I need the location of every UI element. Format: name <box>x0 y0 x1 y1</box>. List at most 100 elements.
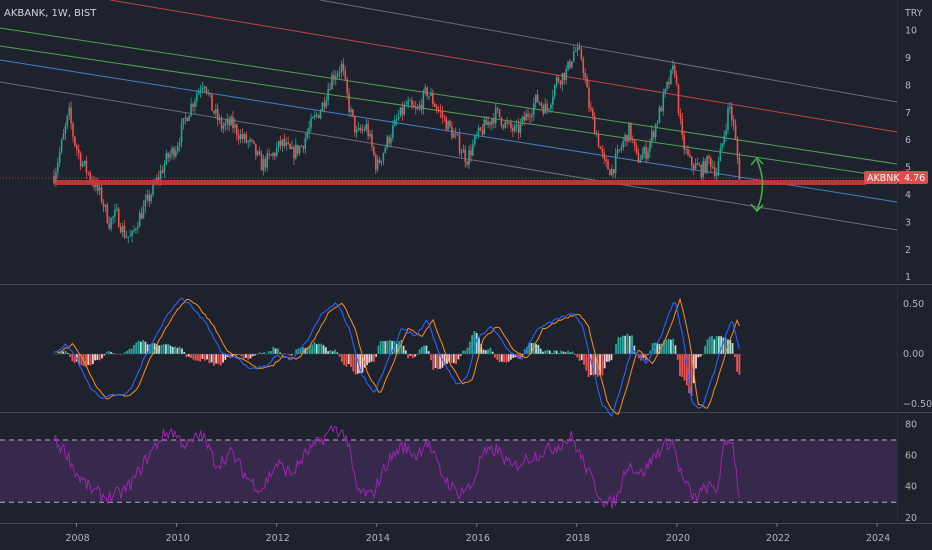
price-axis[interactable]: 1 2 3 4 5 6 7 8 9 10 <box>905 26 917 284</box>
macd-line[interactable] <box>54 297 740 418</box>
macd-histogram-bar <box>213 354 215 366</box>
macd-histogram-bar <box>201 354 204 359</box>
candle-body <box>277 140 280 148</box>
macd-histogram-bar <box>404 350 407 354</box>
macd-signal-line[interactable] <box>53 297 740 415</box>
macd-histogram-bar <box>665 339 668 354</box>
candle-body <box>371 133 373 147</box>
candle-body <box>719 148 722 162</box>
candle-body <box>611 169 613 176</box>
macd-histogram-bar <box>544 350 547 354</box>
candle-body <box>637 152 640 163</box>
candle-body <box>287 142 289 144</box>
candle-body <box>386 136 388 148</box>
candle-body <box>114 210 116 217</box>
symbol-legend[interactable]: AKBANK, 1W, BIST <box>4 8 97 19</box>
macd-histogram-bar <box>418 349 421 354</box>
candle-body <box>393 119 396 126</box>
candle-body <box>176 146 179 152</box>
candle-body <box>534 94 537 104</box>
candle-body <box>243 134 246 140</box>
candle-body <box>527 113 529 117</box>
candle-body <box>180 124 183 143</box>
candle-body <box>546 103 548 110</box>
candle-body <box>624 134 626 142</box>
candle-body <box>333 74 335 80</box>
rsi-tick-label: 80 <box>905 419 917 430</box>
macd-histogram-bar <box>80 354 83 366</box>
channel-line-gray-upper[interactable] <box>319 0 898 103</box>
macd-histogram-bar <box>386 340 389 354</box>
rsi-tick-label: 60 <box>905 451 917 462</box>
last-price-tag[interactable]: AKBNK 4.76 <box>864 171 928 184</box>
channel-line-green-upper[interactable] <box>0 27 898 165</box>
candle-body <box>53 175 55 184</box>
macd-histogram-bar <box>242 354 245 359</box>
macd-histogram-bar <box>194 354 197 361</box>
macd-histogram-bar <box>688 354 691 394</box>
macd-histogram-bar <box>235 354 238 355</box>
regression-channel-lines[interactable] <box>0 0 898 231</box>
macd-axis[interactable]: 0.50 0.00 −0.50 <box>903 299 932 410</box>
channel-line-gray-lower[interactable] <box>0 81 898 231</box>
candle-body <box>98 187 101 191</box>
macd-histogram-bar <box>468 341 471 354</box>
candle-body <box>106 204 109 224</box>
rsi-axis[interactable]: 80 60 40 20 <box>905 419 917 524</box>
candle-body <box>152 183 154 195</box>
candle-body <box>283 139 286 146</box>
candle-body <box>401 107 404 115</box>
rsi-tick-label: 40 <box>905 482 917 493</box>
candle-body <box>603 152 606 160</box>
candle-body <box>553 85 556 97</box>
candle-body <box>532 103 535 115</box>
macd-histogram-bar <box>304 348 307 354</box>
candle-body <box>239 134 242 140</box>
macd-histogram-bar <box>608 354 611 362</box>
candle-body <box>163 164 166 173</box>
macd-histogram-bar <box>637 354 640 359</box>
macd-histogram-bar <box>455 354 458 365</box>
macd-histogram-bar <box>672 338 675 354</box>
macd-histogram-bar <box>708 336 711 354</box>
time-tick-label: 2016 <box>466 533 490 544</box>
candle-body <box>685 149 687 150</box>
macd-histogram-bar <box>706 339 709 354</box>
candle-body <box>266 153 269 168</box>
macd-histogram-bar <box>683 354 686 381</box>
macd-histogram-bar <box>315 344 318 354</box>
candle-body <box>302 146 305 149</box>
macd-histogram-bar <box>137 340 140 354</box>
macd-histogram-bar <box>695 354 697 369</box>
macd-histogram-bar <box>624 335 627 354</box>
macd-histogram-bar <box>423 345 426 354</box>
macd-histogram-bar <box>685 354 688 386</box>
macd-histogram-bar <box>128 348 131 354</box>
support-zone[interactable] <box>56 180 866 185</box>
candle-body <box>418 104 421 109</box>
candle-body <box>454 133 457 135</box>
candle-body <box>116 208 118 211</box>
candle-body <box>658 107 661 123</box>
candle-body <box>138 213 141 227</box>
macd-histogram-bar <box>395 343 398 354</box>
macd-histogram-bar <box>658 343 661 354</box>
macd-histogram-bar <box>146 344 149 354</box>
time-tick-label: 2010 <box>166 533 190 544</box>
channel-line-red[interactable] <box>109 0 898 133</box>
macd-histogram-bar <box>548 350 551 354</box>
range-arrow[interactable] <box>750 156 764 213</box>
price-tick-label: 8 <box>905 80 911 91</box>
rsi-line[interactable] <box>53 424 740 509</box>
macd-histogram-bar <box>363 354 366 368</box>
candle-body <box>256 151 259 156</box>
macd-histogram-bar <box>653 342 656 354</box>
price-candlesticks[interactable] <box>53 42 741 244</box>
macd-histogram-bar <box>352 354 355 372</box>
candle-body <box>228 119 230 126</box>
candle-body <box>382 152 385 162</box>
macd-histogram-bar <box>78 354 81 365</box>
channel-line-green[interactable] <box>0 45 898 179</box>
time-axis[interactable]: 2008 2010 2012 2014 2016 2018 2020 2022 2024 <box>66 523 891 544</box>
